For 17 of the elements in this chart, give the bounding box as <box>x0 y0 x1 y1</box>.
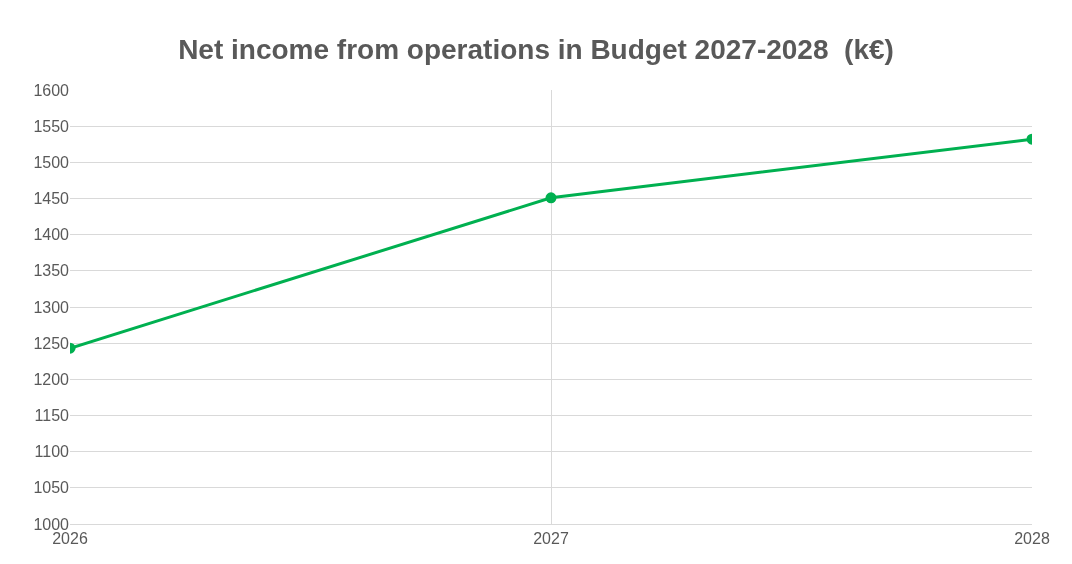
y-tick-label: 1200 <box>33 370 70 388</box>
y-tick-label: 1500 <box>33 153 70 171</box>
y-tick-label: 1600 <box>33 81 70 99</box>
y-tick-label: 1000 <box>33 515 70 533</box>
y-tick-label: 1300 <box>33 298 70 316</box>
chart-title: Net income from operations in Budget 2027-2028 (k€) <box>178 34 894 66</box>
y-tick-label: 1050 <box>33 479 70 497</box>
x-tick-label: 2027 <box>533 530 569 548</box>
y-tick-label: 1350 <box>33 262 70 280</box>
y-tick-label: 1400 <box>33 226 70 244</box>
x-tick-label: 2028 <box>1014 530 1050 548</box>
y-tick-label: 1150 <box>34 407 70 425</box>
x-tick-label: 2026 <box>52 530 88 548</box>
y-tick-label: 1100 <box>34 443 70 461</box>
y-tick-label: 1550 <box>33 117 70 135</box>
y-tick-label: 1450 <box>33 190 70 208</box>
y-tick-label: 1250 <box>33 334 70 352</box>
